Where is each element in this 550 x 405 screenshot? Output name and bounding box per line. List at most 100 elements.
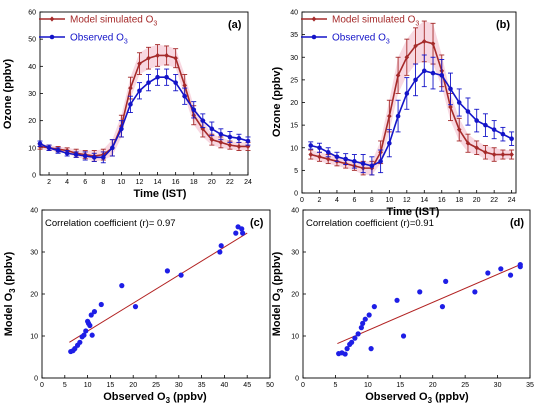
data-point [308, 143, 314, 148]
y-tick-label: 30 [291, 250, 299, 257]
data-point [91, 155, 97, 160]
data-point [404, 91, 410, 96]
data-point [430, 41, 436, 47]
scatter-point [218, 243, 224, 249]
legend-swatch-marker [311, 34, 317, 40]
x-axis-title: Time (IST) [387, 206, 440, 218]
data-point [421, 38, 427, 45]
x-axis-title-main: Observed O [365, 391, 428, 403]
data-point [448, 104, 453, 110]
data-point [483, 122, 488, 128]
scatter-point [517, 262, 523, 268]
data-point [500, 151, 506, 158]
x-tick-label: 22 [226, 179, 234, 186]
x-axis-title: Observed O3 (ppbv) [103, 391, 207, 405]
y-axis-title-sub: 3 [276, 288, 285, 293]
x-tick-label: 10 [385, 197, 393, 204]
y-axis-title-unit: (ppbv) [271, 251, 283, 288]
scatter-point [443, 278, 449, 284]
data-point [404, 54, 410, 60]
data-point [509, 136, 514, 141]
scatter-point [498, 266, 504, 272]
scatter-point [164, 268, 170, 274]
x-tick-label: 12 [403, 197, 411, 204]
scatter-point [77, 339, 83, 345]
x-tick-label: 16 [172, 179, 180, 186]
x-axis-title-unit: (ppbv) [170, 391, 207, 403]
y-tick-label: 40 [30, 208, 38, 215]
scatter-point [98, 301, 104, 308]
data-point [173, 80, 178, 85]
legend-swatch-marker [49, 34, 55, 40]
data-point [64, 150, 70, 156]
scatter-point [472, 289, 478, 295]
model-spread-band [40, 44, 248, 162]
scatter-point [342, 351, 348, 357]
scatter-point [81, 332, 87, 338]
observed-series [37, 68, 251, 164]
data-point [218, 139, 224, 145]
data-point [218, 131, 224, 137]
x-tick-label: 2 [318, 197, 322, 204]
data-point [182, 82, 187, 88]
x-tick-label: 10 [84, 382, 92, 389]
scatter-point [485, 270, 491, 276]
data-point [456, 100, 462, 105]
data-point [209, 137, 215, 143]
scatter-point [417, 289, 423, 295]
scatter-point [362, 316, 368, 322]
data-point [413, 77, 418, 83]
scatter-point [344, 346, 350, 352]
x-tick-label: 14 [420, 197, 428, 204]
data-point [37, 141, 43, 147]
x-tick-label: 2 [47, 179, 51, 186]
data-point [128, 85, 133, 91]
data-point [387, 113, 392, 119]
data-point [137, 88, 142, 94]
y-axis-title: Model O3 (ppbv) [271, 251, 285, 336]
y-tick-label: 0 [34, 376, 38, 383]
x-tick-label: 25 [152, 382, 160, 389]
legend-label: Observed O3 [332, 33, 390, 46]
y-axis-title-main: Model O [271, 292, 283, 336]
y-tick-label: 50 [28, 37, 36, 44]
data-point [387, 140, 392, 146]
x-tick-label: 35 [526, 382, 534, 389]
legend-label-subscript: 3 [124, 39, 128, 46]
x-tick-label: 18 [190, 179, 198, 186]
regression-line [337, 264, 521, 345]
x-tick-label: 20 [208, 179, 216, 186]
data-point [395, 72, 401, 78]
y-axis-title-unit: (ppbv) [3, 251, 15, 288]
data-point [491, 127, 497, 132]
y-tick-label: 30 [290, 55, 298, 62]
x-tick-label: 16 [438, 197, 446, 204]
x-tick-label: 35 [198, 382, 206, 389]
x-tick-label: 15 [107, 382, 115, 389]
data-point [46, 145, 52, 151]
data-point [55, 148, 61, 153]
data-point [82, 153, 88, 159]
data-point [308, 151, 314, 158]
data-point [474, 118, 479, 123]
scatter-point [358, 325, 364, 331]
scatter-point [366, 312, 372, 318]
scatter-points [336, 262, 523, 357]
x-tick-label: 8 [101, 179, 105, 186]
y-tick-label: 25 [290, 77, 298, 84]
y-tick-label: 20 [290, 100, 298, 107]
data-point [474, 145, 479, 151]
data-point [369, 163, 375, 169]
scatter-point [355, 331, 361, 337]
scatter-point [83, 328, 89, 334]
y-axis-title: Model O3 (ppbv) [3, 251, 17, 336]
data-point [360, 161, 366, 166]
data-point [465, 140, 471, 146]
legend-swatch-marker [49, 16, 55, 22]
data-point [227, 142, 233, 148]
data-point [456, 127, 462, 133]
scatter-point [400, 333, 407, 339]
y-tick-label: 10 [290, 145, 298, 152]
x-tick-label: 15 [396, 382, 404, 389]
x-tick-label: 4 [65, 179, 69, 186]
